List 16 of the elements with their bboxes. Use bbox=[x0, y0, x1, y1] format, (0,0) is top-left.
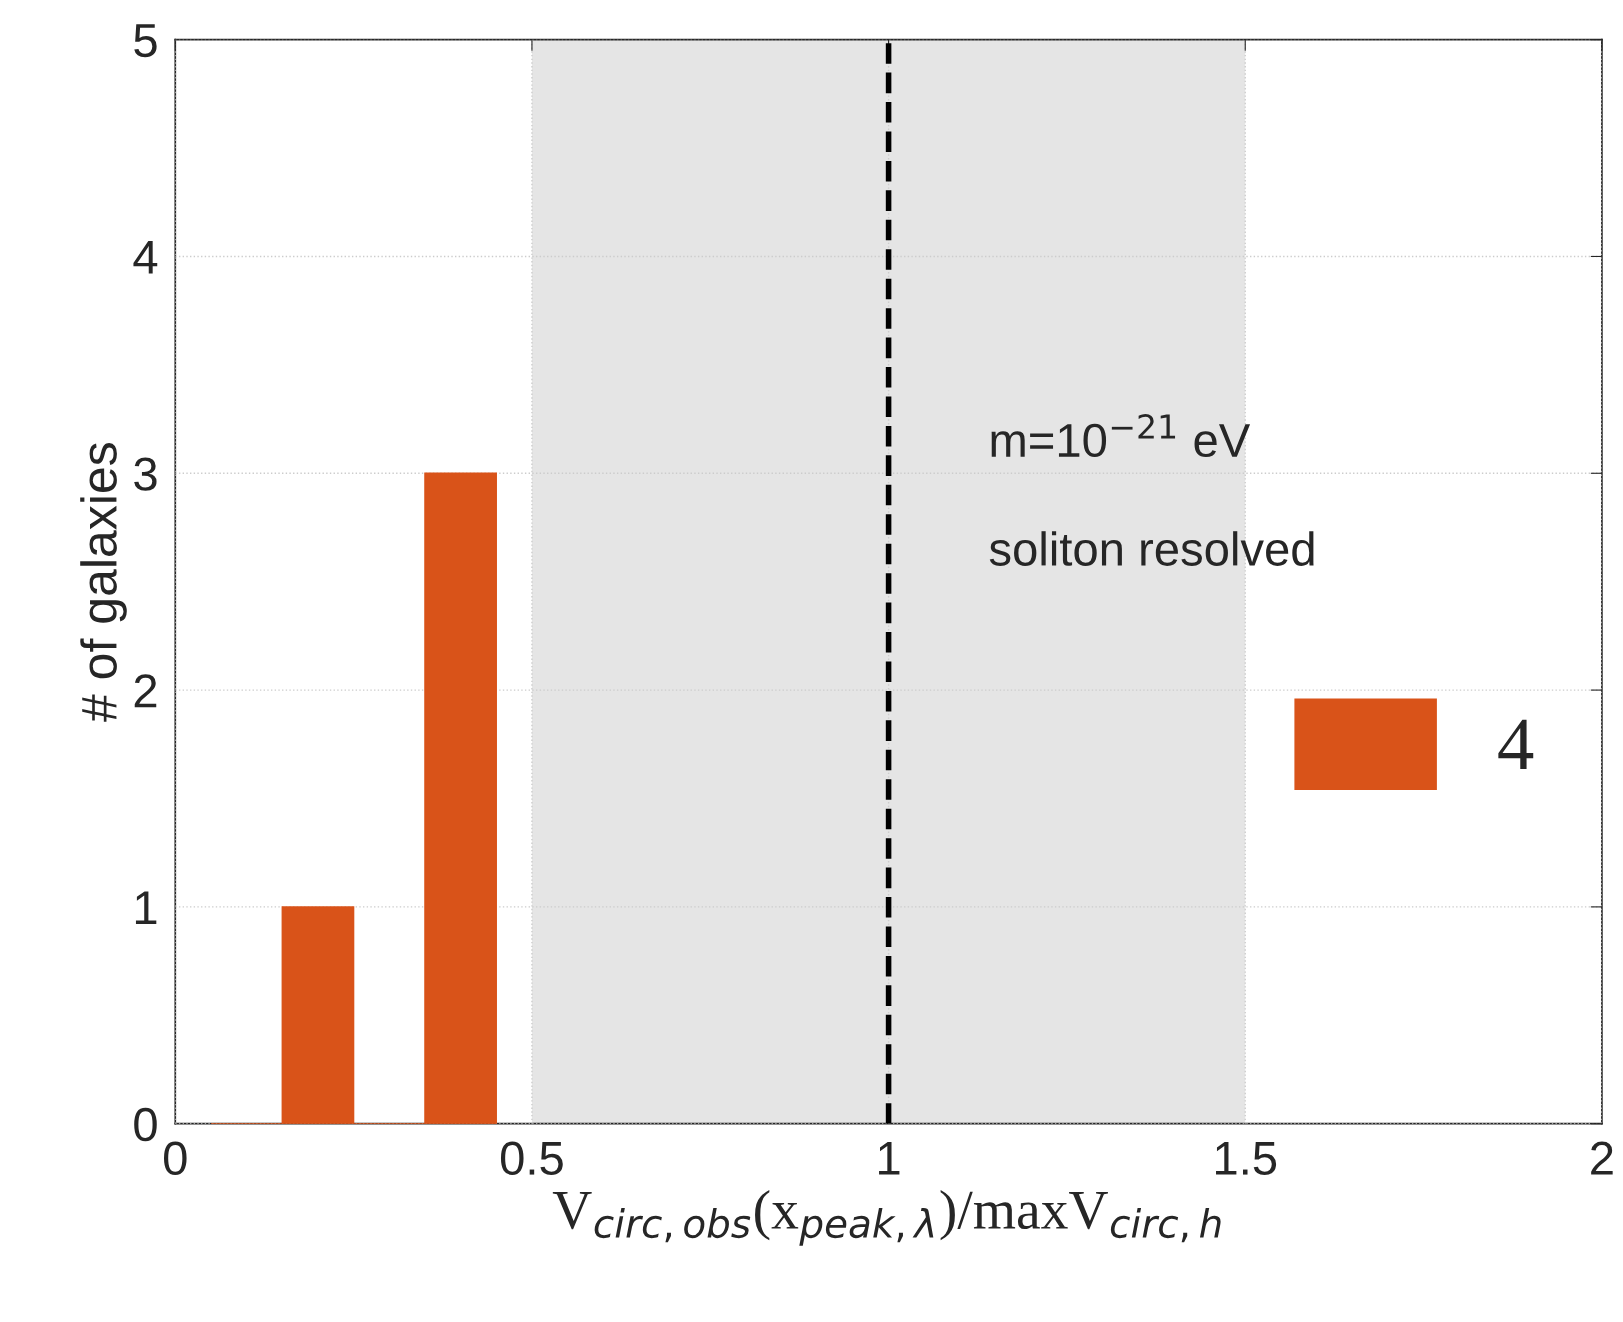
x-axis-title: V$_{circ,obs}$(x$_{peak,λ}$)/maxV$_{circ,h}$ bbox=[552, 1189, 1221, 1246]
y-tick-label: 3 bbox=[134, 457, 157, 491]
y-tick-label: 4 bbox=[133, 241, 158, 274]
y-tick-label: 0 bbox=[134, 1107, 157, 1142]
y-axis-title: # of galaxies bbox=[80, 443, 127, 722]
y-tick-label: 2 bbox=[134, 674, 157, 708]
x-tick-label: 0.5 bbox=[500, 1141, 563, 1176]
x-tick-label: 1 bbox=[879, 1142, 900, 1175]
x-tick-label: 0 bbox=[164, 1141, 187, 1176]
x-tick-label: 2 bbox=[1591, 1141, 1613, 1175]
legend-label: 4 bbox=[1498, 719, 1534, 770]
x-tick-label: 1.5 bbox=[1216, 1142, 1277, 1176]
annotation: m=10$^{−21}$ eV bbox=[991, 414, 1251, 458]
y-tick-label: 5 bbox=[134, 24, 157, 58]
y-tick-label: 1 bbox=[135, 891, 157, 924]
annotation: soliton resolved bbox=[989, 531, 1314, 566]
